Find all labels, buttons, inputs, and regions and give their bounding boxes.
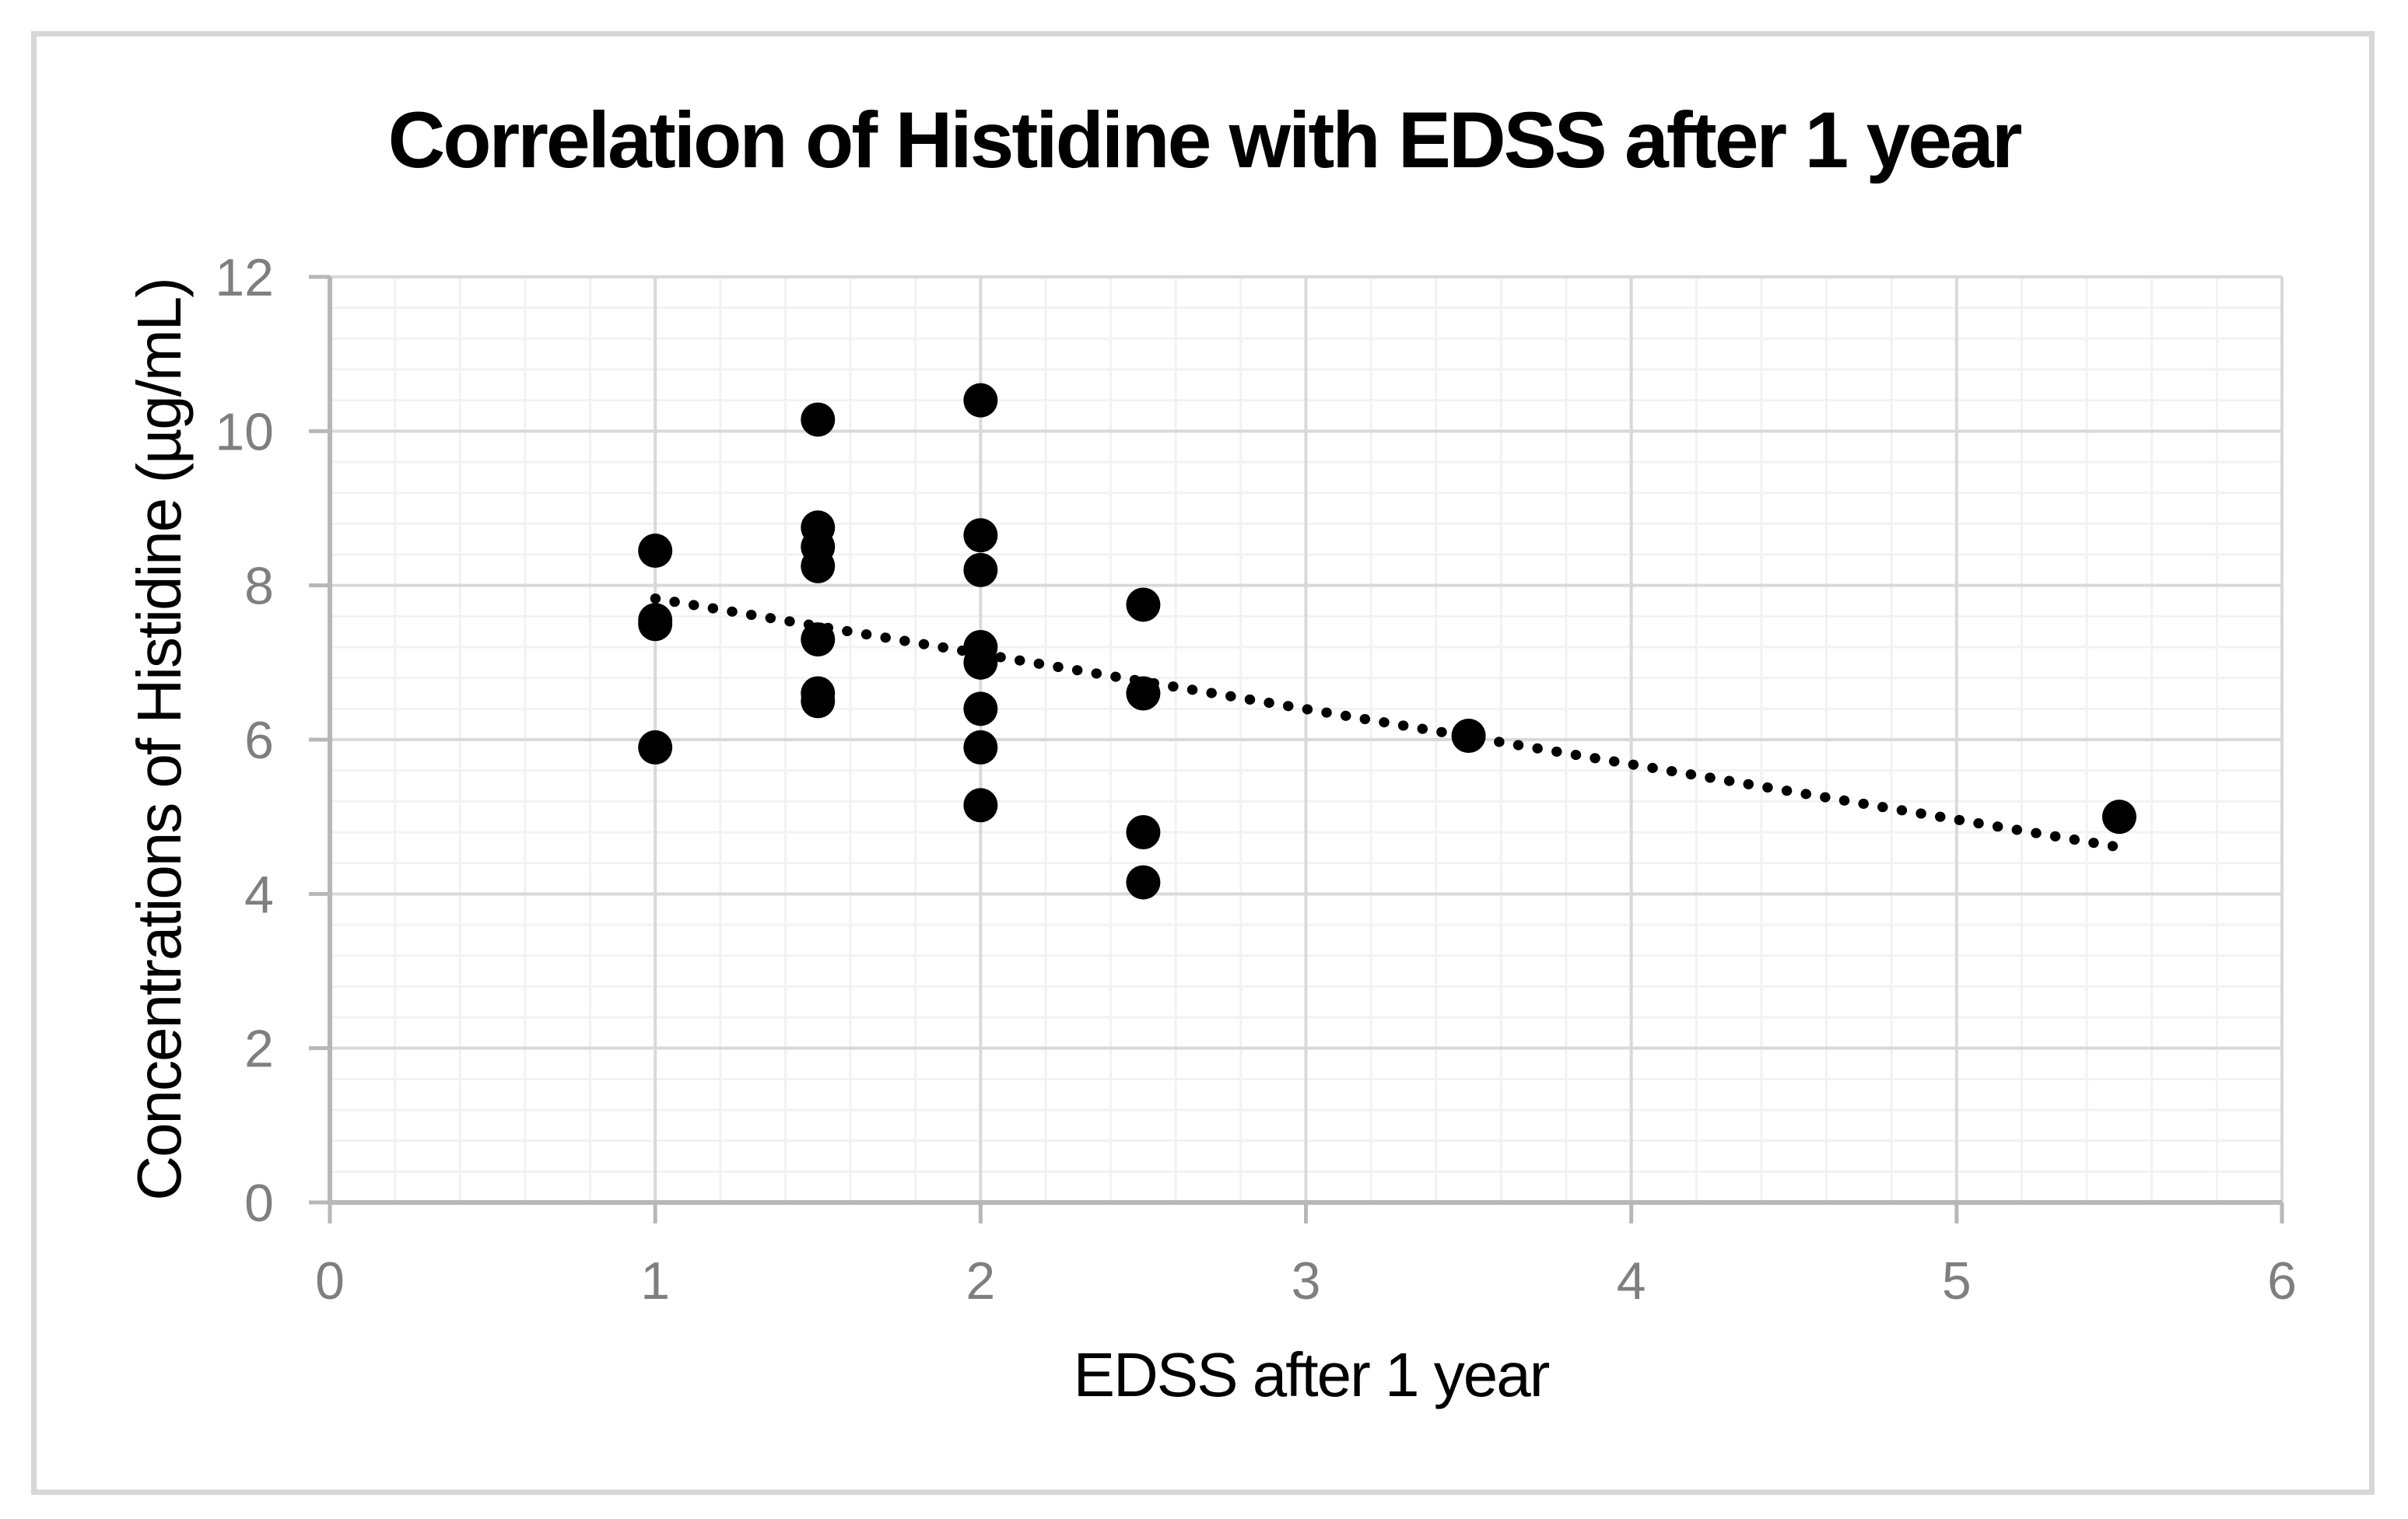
y-tick-label: 12: [215, 248, 274, 307]
x-axis-title: EDSS after 1 year: [1073, 1340, 1551, 1409]
y-tick-label: 0: [244, 1174, 274, 1233]
data-point: [963, 645, 998, 680]
x-tick-label: 1: [640, 1251, 670, 1311]
data-point: [963, 691, 998, 726]
data-point: [2101, 800, 2136, 835]
y-tick-label: 6: [244, 711, 274, 770]
data-point: [638, 730, 673, 765]
y-tick-label: 4: [244, 865, 274, 924]
data-point: [1451, 719, 1486, 754]
gridlines-major: [330, 275, 2284, 1202]
data-point: [963, 552, 998, 587]
trendline: [650, 593, 2119, 852]
chart-frame: [31, 31, 2375, 1495]
trendline-dotted: [650, 593, 2119, 852]
x-tick-labels: 0 1 2 3 4 5 6: [315, 1251, 2297, 1311]
axis-tick-marks: [309, 275, 2284, 1223]
data-point: [963, 383, 998, 418]
data-point: [1126, 815, 1161, 849]
x-tick-label: 4: [1617, 1251, 1646, 1311]
scatter-points: [638, 383, 2136, 900]
data-point: [638, 607, 673, 642]
x-tick-label: 0: [315, 1251, 345, 1311]
y-tick-label: 8: [244, 557, 274, 616]
data-point: [963, 730, 998, 765]
data-point: [801, 548, 836, 583]
chart-title: Correlation of Histidine with EDSS after…: [387, 96, 2023, 184]
y-tick-label: 2: [244, 1020, 274, 1079]
data-point: [1126, 587, 1161, 622]
y-tick-labels: 0 2 4 6 8 10 12: [215, 248, 274, 1233]
data-point: [963, 518, 998, 553]
data-point: [638, 534, 673, 569]
data-point: [1126, 865, 1161, 900]
x-tick-label: 2: [966, 1251, 995, 1311]
x-tick-label: 5: [1942, 1251, 1972, 1311]
data-point: [801, 402, 836, 437]
x-tick-label: 3: [1292, 1251, 1321, 1311]
data-point: [1126, 676, 1161, 711]
data-point: [801, 622, 836, 657]
data-point: [801, 684, 836, 719]
x-tick-label: 6: [2267, 1251, 2297, 1311]
y-tick-label: 10: [215, 402, 274, 461]
data-point: [963, 788, 998, 823]
